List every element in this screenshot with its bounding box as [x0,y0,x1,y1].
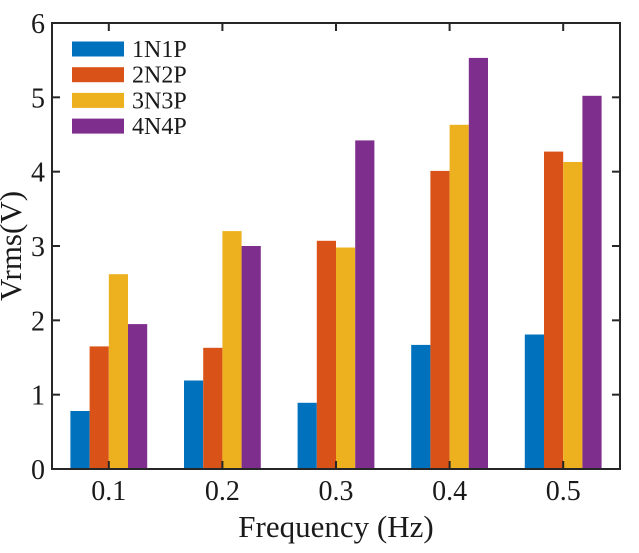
bar-4N4P-0.3 [355,140,375,469]
y-tick-label: 5 [31,83,45,114]
y-tick-label: 3 [31,232,45,263]
legend-swatch-4N4P [72,118,124,134]
bar-3N3P-0.4 [449,124,469,470]
bar-1N1P-0.2 [184,380,204,469]
bar-3N3P-0.5 [563,162,583,469]
bar-2N2P-0.2 [203,347,223,469]
legend-label-3N3P: 3N3P [132,88,187,114]
y-tick-label: 1 [31,381,45,412]
y-tick-label: 6 [31,9,45,40]
bar-2N2P-0.5 [544,151,564,469]
legend-label-1N1P: 1N1P [132,37,187,63]
bar-1N1P-0.5 [524,334,544,469]
y-tick-label: 4 [31,158,45,189]
bar-4N4P-0.2 [241,246,261,469]
legend-swatch-2N2P [72,67,124,83]
bar-4N4P-0.4 [468,57,488,470]
bar-1N1P-0.3 [297,402,317,469]
y-tick-label: 2 [31,306,45,337]
x-tick-label: 0.2 [205,476,240,507]
bar-3N3P-0.2 [222,231,242,469]
legend-label-4N4P: 4N4P [132,114,187,140]
bar-3N3P-0.3 [336,247,356,469]
bar-2N2P-0.4 [430,170,450,469]
bar-2N2P-0.1 [89,346,109,469]
x-tick-label: 0.3 [319,476,354,507]
bar-4N4P-0.5 [582,95,602,470]
x-tick-label: 0.1 [91,476,126,507]
bar-1N1P-0.1 [70,411,90,469]
legend-label-2N2P: 2N2P [132,63,187,89]
x-tick-label: 0.4 [432,476,467,507]
legend-swatch-1N1P [72,41,124,57]
bar-3N3P-0.1 [108,274,128,469]
bar-2N2P-0.3 [316,240,336,469]
y-tick-label: 0 [31,455,45,486]
bar-4N4P-0.1 [128,324,148,469]
x-tick-label: 0.5 [546,476,581,507]
legend-swatch-3N3P [72,92,124,108]
bar-1N1P-0.4 [411,344,431,469]
x-axis-label: Frequency (Hz) [238,509,433,544]
y-axis-label: Vrms(V) [0,191,28,301]
